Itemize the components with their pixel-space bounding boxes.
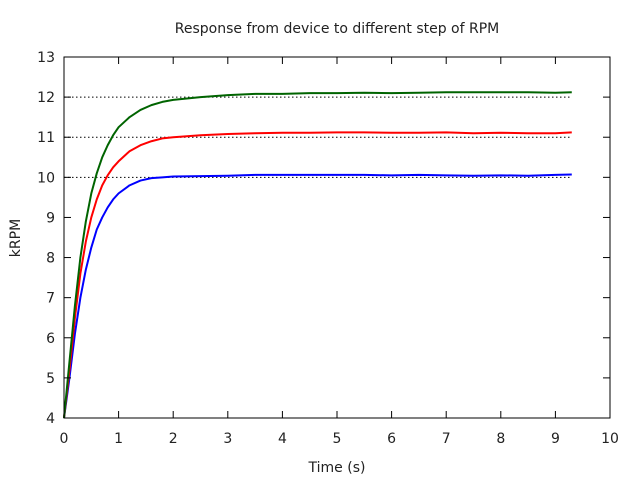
y-tick-label: 6: [46, 331, 55, 347]
y-tick-label: 9: [46, 210, 55, 226]
x-tick-label: 0: [60, 431, 69, 447]
axis-ticks: [63, 56, 611, 419]
x-tick-label: 3: [223, 431, 232, 447]
x-tick-label: 8: [496, 431, 505, 447]
x-tick-label: 9: [551, 431, 560, 447]
y-tick-label: 7: [46, 291, 55, 307]
y-axis-label: kRPM: [8, 219, 24, 257]
y-tick-label: 8: [46, 251, 55, 267]
x-tick-label: 10: [601, 431, 619, 447]
plot-frame: [63, 56, 611, 419]
series-line-1: [63, 173, 572, 419]
series-lines: [63, 91, 572, 419]
x-tick-label: 6: [387, 431, 396, 447]
reference-lines: [64, 96, 572, 178]
y-tick-label: 11: [37, 130, 55, 146]
y-tick-label: 4: [46, 411, 55, 427]
x-tick-label: 1: [114, 431, 123, 447]
x-axis-label: Time (s): [308, 460, 366, 476]
series-line-3: [63, 91, 572, 419]
chart-title: Response from device to different step o…: [175, 21, 500, 37]
y-tick-label: 13: [37, 50, 55, 66]
x-tick-label: 2: [169, 431, 178, 447]
y-tick-label: 12: [37, 90, 55, 106]
y-tick-label: 10: [37, 170, 55, 186]
y-tick-label: 5: [46, 371, 55, 387]
x-tick-label: 5: [333, 431, 342, 447]
series-line-2: [63, 131, 572, 419]
x-tick-label: 7: [442, 431, 451, 447]
x-tick-label: 4: [278, 431, 287, 447]
